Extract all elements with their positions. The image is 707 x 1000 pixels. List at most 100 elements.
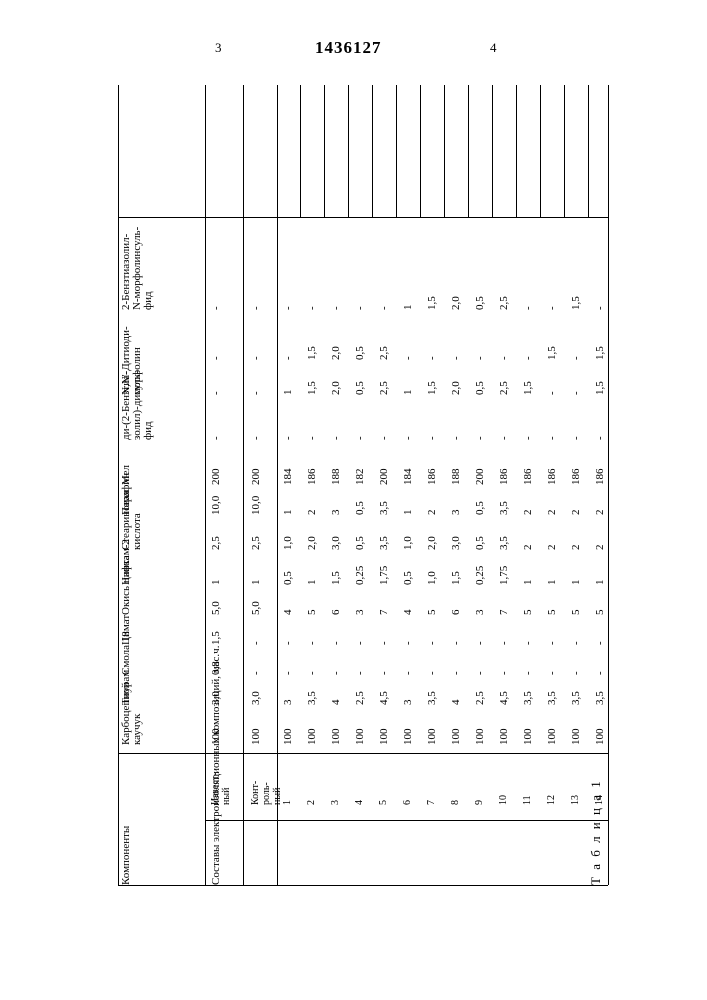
table-cell: - (570, 436, 582, 440)
table-cell: 2,0 (450, 381, 462, 395)
row-label: морфолин (131, 347, 143, 395)
table-cell: 188 (450, 469, 462, 486)
table-cell: - (250, 356, 262, 360)
table-cell: 1,0 (402, 536, 414, 550)
table-cell: 3,5 (378, 536, 390, 550)
table-cell: 2 (306, 510, 318, 516)
table-cell: - (330, 436, 342, 440)
table-cell: 3 (402, 700, 414, 706)
table-cell: 1,5 (426, 296, 438, 310)
table-cell: 6 (450, 610, 462, 616)
table-cell: 5 (426, 610, 438, 616)
table-cell: - (306, 641, 318, 645)
table-cell: 2,0 (330, 381, 342, 395)
table-cell: - (450, 671, 462, 675)
table-cell: 100 (210, 729, 222, 746)
table-cell: 100 (378, 729, 390, 746)
table-cell: - (282, 436, 294, 440)
table-cell: 200 (474, 469, 486, 486)
table-cell: - (402, 641, 414, 645)
row-label: кислота (131, 513, 143, 550)
table-cell: - (498, 436, 510, 440)
table-cell: - (426, 356, 438, 360)
table-cell: 2,0 (450, 296, 462, 310)
table-cell: - (250, 671, 262, 675)
table-cell: - (546, 306, 558, 310)
table-cell: - (594, 641, 606, 645)
table-cell: 0,5 (354, 346, 366, 360)
table-cell: - (474, 671, 486, 675)
table-cell: 0,25 (474, 566, 486, 585)
table-cell: - (250, 391, 262, 395)
table-cell: 3 (282, 700, 294, 706)
row-label: Тиурам (120, 670, 132, 705)
table-cell: - (354, 671, 366, 675)
table-cell: - (570, 671, 582, 675)
table-cell: - (426, 641, 438, 645)
table-cell: 200 (210, 469, 222, 486)
table-cell: - (522, 436, 534, 440)
table-cell: - (378, 306, 390, 310)
table-cell: 1 (546, 580, 558, 586)
table-cell: 100 (330, 729, 342, 746)
table-cell: 188 (330, 469, 342, 486)
table-cell: 100 (570, 729, 582, 746)
table-cell: 184 (282, 469, 294, 486)
table-cell: 3 (354, 610, 366, 616)
table-cell: 1,75 (378, 566, 390, 585)
table-cell: 4,5 (378, 691, 390, 705)
table-cell: 5 (570, 610, 582, 616)
column-header: роль- (261, 782, 272, 805)
table-cell: - (474, 641, 486, 645)
table-cell: - (402, 356, 414, 360)
table-cell: 2 (522, 510, 534, 516)
table-cell: 3,5 (498, 536, 510, 550)
table-cell: 3,0 (250, 691, 262, 705)
table-cell: 0,5 (354, 381, 366, 395)
table-cell: 2 (570, 545, 582, 551)
table-cell: 100 (594, 729, 606, 746)
table-cell: 1 (402, 510, 414, 516)
column-header: 14 (594, 795, 605, 805)
table-cell: - (378, 436, 390, 440)
table-cell: 2,0 (330, 346, 342, 360)
table-cell: 1,5 (594, 346, 606, 360)
table-cell: 186 (306, 469, 318, 486)
table-cell: 7 (498, 610, 510, 616)
table-cell: 2,5 (498, 296, 510, 310)
table-cell: 0,5 (474, 381, 486, 395)
header-compositions: Составы электроизоляционных композиций, … (210, 646, 222, 885)
table-cell: - (426, 436, 438, 440)
table-cell: 186 (426, 469, 438, 486)
table-cell: - (522, 671, 534, 675)
table-cell: 1,5 (330, 571, 342, 585)
table-cell: - (522, 641, 534, 645)
table-cell: 184 (402, 469, 414, 486)
table-cell: 1 (282, 510, 294, 516)
table-cell: - (498, 641, 510, 645)
table-cell: - (250, 436, 262, 440)
table-cell: 1 (402, 390, 414, 396)
table-cell: 0,5 (474, 296, 486, 310)
table-cell: 0,5 (354, 501, 366, 515)
table-cell: - (594, 306, 606, 310)
table-cell: - (250, 641, 262, 645)
table-cell: 1 (522, 580, 534, 586)
table-cell: 1,5 (522, 381, 534, 395)
table-cell: 100 (498, 729, 510, 746)
table-cell: - (426, 671, 438, 675)
table-cell: 5 (522, 610, 534, 616)
table-cell: 100 (250, 729, 262, 746)
table-cell: - (498, 671, 510, 675)
table-cell: - (450, 641, 462, 645)
table-cell: - (570, 356, 582, 360)
table-cell: 100 (546, 729, 558, 746)
row-label: Мел (120, 465, 132, 485)
table-cell: - (306, 671, 318, 675)
table-cell: - (546, 391, 558, 395)
column-header: 12 (546, 795, 557, 805)
table-cell: 3 (450, 510, 462, 516)
column-header: 10 (498, 795, 509, 805)
table-cell: - (570, 641, 582, 645)
table-cell: 2,5 (378, 346, 390, 360)
